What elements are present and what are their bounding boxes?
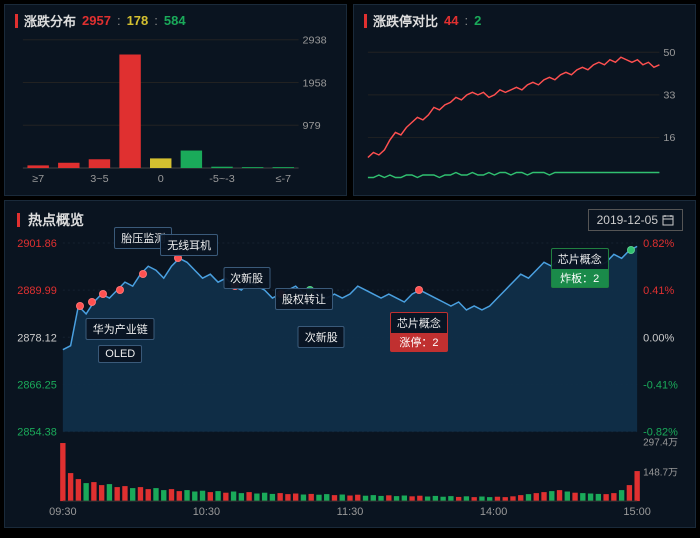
overview-title: 热点概览: [28, 210, 84, 230]
dist-count-flat: 178: [127, 13, 149, 28]
svg-text:3~5: 3~5: [90, 173, 108, 185]
limit-count-up: 44: [444, 13, 458, 28]
svg-text:0.41%: 0.41%: [643, 285, 674, 297]
calendar-icon: [662, 214, 674, 226]
svg-text:979: 979: [303, 120, 321, 132]
svg-text:≤-7: ≤-7: [276, 173, 292, 185]
panel-limit: 涨跌停对比 44 : 2 50 33 16: [353, 4, 696, 196]
limit-chart: 50 33 16: [362, 35, 687, 187]
svg-text:0.82%: 0.82%: [643, 239, 674, 250]
dist-chart: 2938 1958 979 ≥7 3~5 0 -5~-3 ≤-7: [13, 35, 338, 187]
svg-text:2889.99: 2889.99: [17, 285, 57, 297]
dist-count-up: 2957: [82, 13, 111, 28]
svg-text:2866.25: 2866.25: [17, 379, 57, 391]
event-tag[interactable]: 无线耳机: [160, 234, 218, 256]
event-marker[interactable]: [88, 298, 96, 306]
event-tag[interactable]: 华为产业链: [86, 318, 155, 340]
svg-text:16: 16: [663, 132, 675, 144]
overview-header: 热点概览 2019-12-05: [5, 201, 695, 239]
header-accent: [364, 14, 367, 28]
svg-text:1958: 1958: [303, 77, 327, 89]
event-marker[interactable]: [139, 270, 147, 278]
svg-text:2878.12: 2878.12: [17, 332, 57, 344]
svg-text:2854.38: 2854.38: [17, 427, 57, 439]
limit-count-down: 2: [474, 13, 481, 28]
date-picker-button[interactable]: 2019-12-05: [588, 209, 683, 231]
event-tag[interactable]: OLED: [98, 345, 142, 363]
svg-text:2901.86: 2901.86: [17, 239, 57, 250]
svg-text:33: 33: [663, 90, 675, 102]
panel-distribution: 涨跌分布 2957 : 178 : 584 2938 1958 979 ≥7 3~5 0 -…: [4, 4, 347, 196]
svg-text:14:00: 14:00: [480, 506, 507, 518]
svg-text:-5~-3: -5~-3: [209, 173, 235, 185]
svg-text:0: 0: [158, 173, 164, 185]
colon-sep: :: [117, 13, 121, 28]
svg-text:11:30: 11:30: [337, 506, 364, 518]
svg-text:148.7万: 148.7万: [643, 467, 678, 478]
colon-sep: :: [154, 13, 158, 28]
event-tag[interactable]: 股权转让: [275, 288, 333, 310]
panel-distribution-title: 涨跌分布: [24, 11, 76, 30]
svg-text:-0.41%: -0.41%: [643, 379, 678, 391]
colon-sep: :: [464, 13, 468, 28]
svg-text:10:30: 10:30: [193, 506, 220, 518]
highlight-tag[interactable]: 芯片概念涨停：2: [390, 312, 448, 352]
svg-text:≥7: ≥7: [32, 173, 44, 185]
panel-distribution-header: 涨跌分布 2957 : 178 : 584: [5, 5, 346, 36]
header-accent: [15, 14, 18, 28]
svg-text:09:30: 09:30: [49, 506, 76, 518]
date-label: 2019-12-05: [597, 213, 658, 227]
event-marker[interactable]: [99, 290, 107, 298]
event-marker[interactable]: [76, 302, 84, 310]
svg-text:297.4万: 297.4万: [643, 438, 678, 449]
event-marker[interactable]: [415, 286, 423, 294]
highlight-tag[interactable]: 芯片概念炸板：2: [551, 248, 609, 288]
event-marker[interactable]: [627, 246, 635, 254]
panel-limit-header: 涨跌停对比 44 : 2: [354, 5, 695, 36]
event-tag[interactable]: 次新股: [223, 267, 270, 289]
dist-count-down: 584: [164, 13, 186, 28]
overview-chart[interactable]: 2901.86 0.82% 2889.99 0.41% 2878.12 0.00% 2866…: [13, 239, 687, 519]
panel-overview: 热点概览 2019-12-05 2901.86 0.82% 2889.99 0.41%…: [4, 200, 696, 528]
header-accent: [17, 213, 20, 227]
svg-text:2938: 2938: [303, 35, 327, 46]
panel-limit-title: 涨跌停对比: [373, 11, 438, 30]
event-tag[interactable]: 次新股: [298, 326, 345, 348]
event-marker[interactable]: [116, 286, 124, 294]
svg-text:50: 50: [663, 47, 675, 59]
svg-text:15:00: 15:00: [623, 506, 650, 518]
svg-text:0.00%: 0.00%: [643, 332, 674, 344]
